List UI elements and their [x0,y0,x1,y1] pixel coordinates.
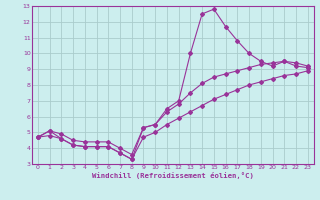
X-axis label: Windchill (Refroidissement éolien,°C): Windchill (Refroidissement éolien,°C) [92,172,254,179]
